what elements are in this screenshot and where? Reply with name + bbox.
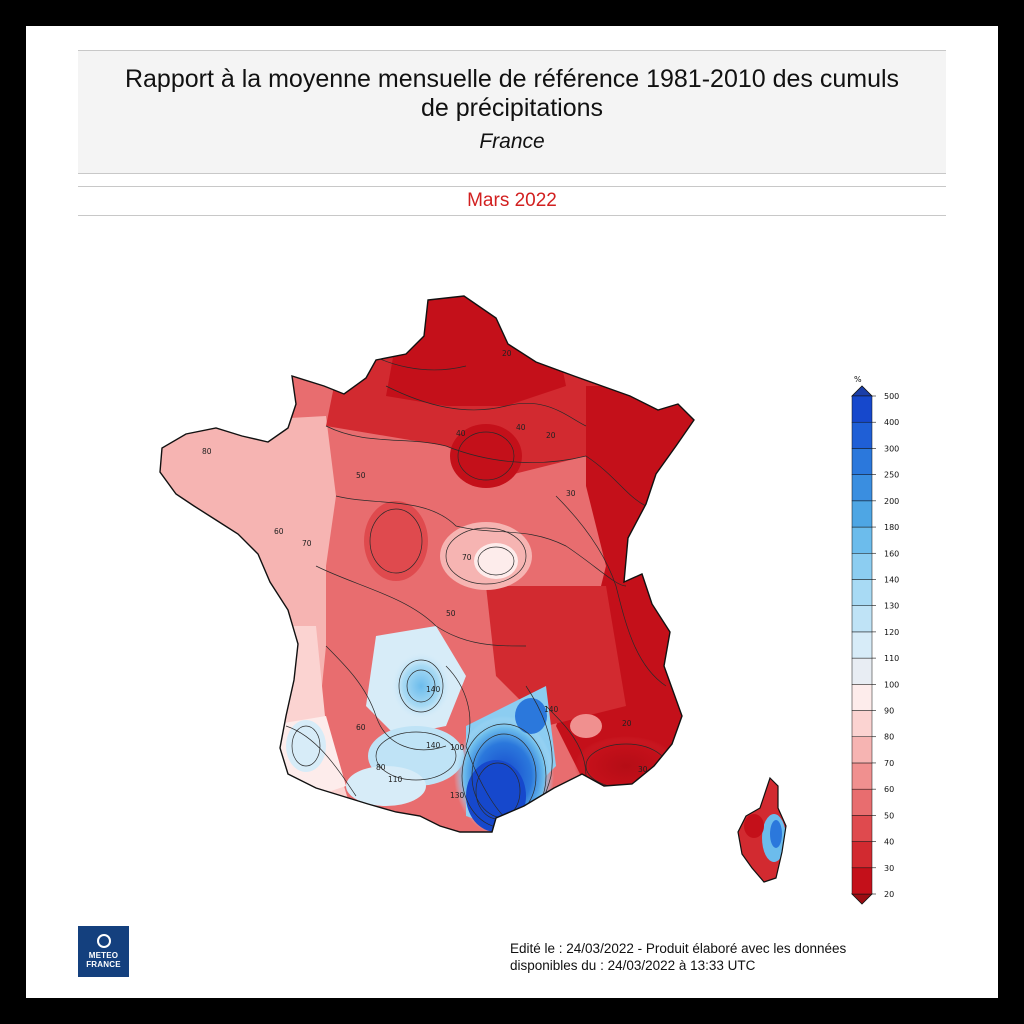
contour-label: 40 <box>456 429 466 438</box>
legend-swatch <box>851 815 873 842</box>
contour-label: 60 <box>274 527 284 536</box>
legend-swatch <box>851 736 873 764</box>
contour-label: 140 <box>426 685 441 694</box>
legend-swatch <box>851 579 873 606</box>
france-precipitation-map: 20 20 30 40 40 50 50 60 60 70 70 80 80 1… <box>159 295 787 883</box>
legend-tick-label: 50 <box>884 811 894 820</box>
legend-swatch <box>851 867 873 895</box>
legend-high-arrow <box>851 385 873 397</box>
contour-label: 70 <box>302 539 312 548</box>
legend-tick-label: 60 <box>884 785 894 794</box>
legend-tick-label: 140 <box>884 575 899 584</box>
region-subtitle: France <box>479 130 545 153</box>
period-panel: Mars 2022 <box>78 186 946 216</box>
legend-swatch <box>851 395 873 423</box>
legend-tick-label: 180 <box>884 523 899 532</box>
legend-swatch <box>851 474 873 502</box>
logo-text-line2: FRANCE <box>86 960 121 969</box>
contour-label: 80 <box>202 447 212 456</box>
edition-note-line1: Edité le : 24/03/2022 - Produit élaboré … <box>510 941 847 956</box>
legend-tick-label: 30 <box>884 864 894 873</box>
corsica-outline <box>737 776 787 883</box>
legend-swatch <box>851 553 873 580</box>
logo-emblem-icon <box>96 934 111 948</box>
contour-label: 50 <box>356 471 366 480</box>
contour-label: 50 <box>446 609 456 618</box>
edition-note: Edité le : 24/03/2022 - Produit élaboré … <box>510 940 930 974</box>
edition-note-line2: disponibles du : 24/03/2022 à 13:33 UTC <box>510 958 756 973</box>
legend-swatch <box>851 500 873 528</box>
legend-tick-label: 300 <box>884 444 899 453</box>
legend-swatch <box>851 631 873 659</box>
meteo-france-logo: METEO FRANCE <box>78 926 129 977</box>
contour-label: 20 <box>622 719 632 728</box>
legend-tick-label: 20 <box>884 890 894 899</box>
contour-label: 130 <box>450 791 465 800</box>
legend-swatch <box>851 421 873 449</box>
report-title: Rapport à la moyenne mensuelle de référe… <box>78 65 946 123</box>
contour-label: 20 <box>546 431 556 440</box>
legend-swatch <box>851 605 873 633</box>
contour-label: 20 <box>502 349 512 358</box>
contour-label: 140 <box>544 705 559 714</box>
title-line-1: Rapport à la moyenne mensuelle de référe… <box>124 65 900 93</box>
contour-label-group: 20 20 30 40 40 50 50 60 60 70 70 80 80 1… <box>202 349 648 800</box>
contour-label: 60 <box>356 723 366 732</box>
contour-label: 30 <box>566 489 576 498</box>
title-line-2: de précipitations <box>420 94 604 122</box>
legend-swatch <box>851 762 873 790</box>
legend-swatch <box>851 657 873 685</box>
legend-tick-label: 90 <box>884 707 894 716</box>
legend-swatch <box>851 788 873 816</box>
legend-tick-label: 160 <box>884 549 899 558</box>
contour-label: 70 <box>462 553 472 562</box>
legend-tick-label: 70 <box>884 759 894 768</box>
legend-tick-label: 500 <box>884 392 899 401</box>
legend-tick-label: 400 <box>884 418 899 427</box>
legend-swatch <box>851 841 873 869</box>
legend-swatch <box>851 526 873 554</box>
legend-tick-label: 40 <box>884 838 894 847</box>
title-panel: Rapport à la moyenne mensuelle de référe… <box>78 50 946 174</box>
report-card: Rapport à la moyenne mensuelle de référe… <box>26 26 998 998</box>
period-label: Mars 2022 <box>467 190 557 211</box>
contour-label: 40 <box>516 423 526 432</box>
color-scale-legend: % 20 30 40 50 60 70 80 90 100 110 120 130 140 160 180 20… <box>851 375 899 905</box>
legend-tick-label: 100 <box>884 680 899 689</box>
logo-text-line1: METEO <box>88 951 119 960</box>
contour-label: 100 <box>450 743 465 752</box>
contour-label: 80 <box>376 763 386 772</box>
contour-label: 30 <box>638 765 648 774</box>
legend-tick-label: 110 <box>884 654 899 663</box>
legend-low-arrow <box>851 893 873 905</box>
legend-tick-label: 250 <box>884 471 899 480</box>
legend-swatch <box>851 448 873 475</box>
contour-label: 110 <box>388 775 403 784</box>
legend-unit-label: % <box>854 375 862 384</box>
legend-swatch <box>851 684 873 711</box>
contour-label: 140 <box>426 741 441 750</box>
legend-tick-label: 200 <box>884 497 899 506</box>
legend-tick-label: 120 <box>884 628 899 637</box>
legend-swatch <box>851 710 873 737</box>
legend-tick-label: 130 <box>884 602 899 611</box>
legend-tick-label: 80 <box>884 733 894 742</box>
